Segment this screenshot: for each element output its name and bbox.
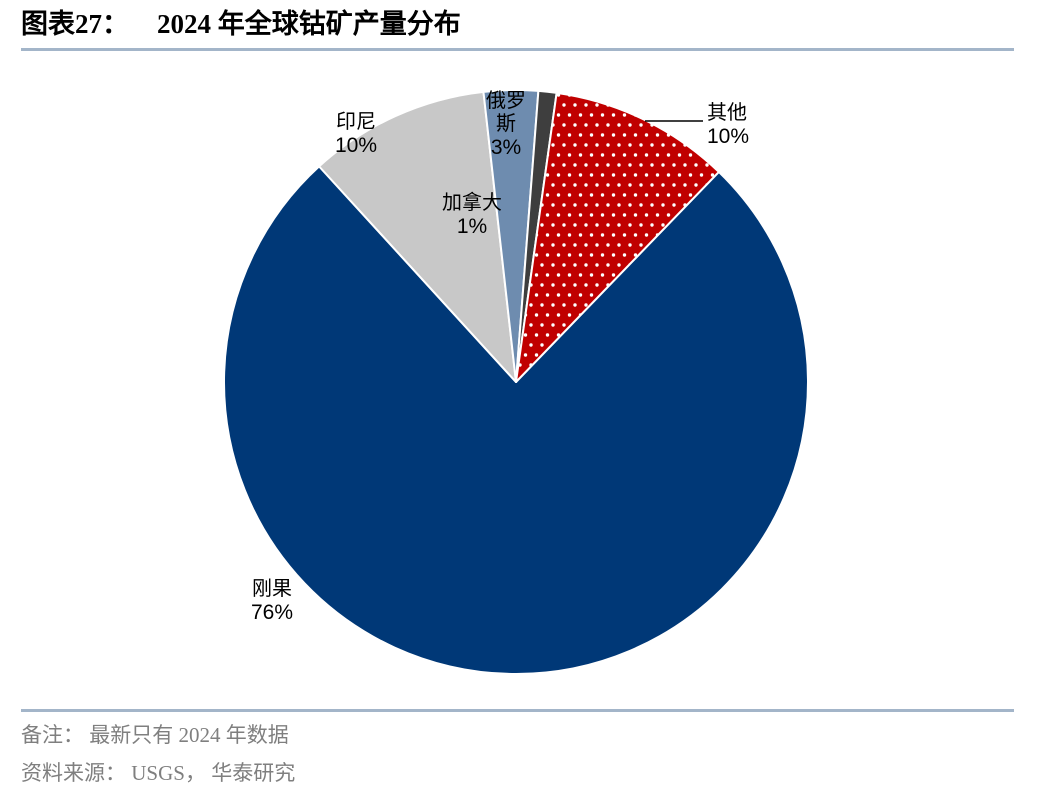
slice-name: 其他 — [707, 102, 747, 124]
slice-name: 刚果 — [252, 578, 292, 600]
slice-label-canada: 加拿大 1% — [432, 192, 512, 239]
pie-slice — [318, 90, 517, 383]
chart-header: 图表27： 2024 年全球钴矿产量分布 — [21, 6, 1016, 46]
pie-slices — [223, 89, 809, 675]
slice-percent: 76% — [250, 601, 294, 624]
slice-label-russia: 俄罗斯 3% — [482, 90, 530, 160]
slice-label-other: 其他 10% — [707, 102, 797, 149]
title-rule — [21, 48, 1014, 51]
footnote: 备注： 最新只有 2024 年数据 — [21, 723, 289, 747]
pie-slice — [223, 165, 809, 675]
slice-percent: 3% — [490, 136, 522, 159]
slice-percent: 10% — [334, 134, 378, 157]
slice-label-congo: 刚果 76% — [232, 578, 312, 625]
slice-name: 俄罗斯 — [486, 90, 526, 135]
slice-percent: 10% — [707, 125, 750, 148]
slice-name: 加拿大 — [442, 192, 502, 214]
chart-number-label: 图表27： — [21, 9, 129, 39]
slice-name: 印尼 — [336, 111, 376, 133]
slice-percent: 1% — [456, 215, 488, 238]
chart-title: 2024 年全球钴矿产量分布 — [157, 9, 461, 39]
source-note: 资料来源： USGS， 华泰研究 — [21, 761, 296, 785]
pie-slice — [515, 91, 720, 383]
slice-label-indonesia: 印尼 10% — [316, 111, 396, 158]
footer-rule — [21, 709, 1014, 712]
